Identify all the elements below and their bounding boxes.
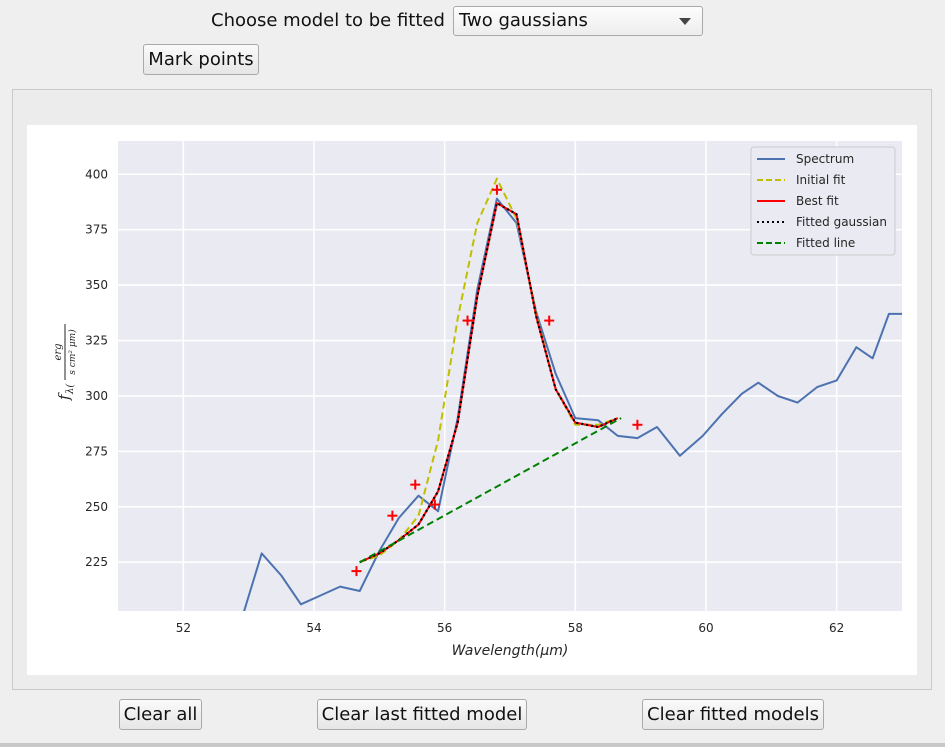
y-tick-label: 325 [85,334,108,348]
marked-point [387,510,398,521]
legend-label-fitted-line: Fitted line [796,236,855,250]
series-spectrum [243,197,902,611]
model-select-dropdown[interactable]: Two gaussians [453,6,703,36]
y-axis-label-denominator: s cm² μm) [67,329,78,375]
plot-series [243,177,902,611]
legend-label-initial-fit: Initial fit [796,173,846,187]
mark-points-button[interactable]: Mark points [143,44,259,75]
x-tick-label: 60 [698,621,713,635]
chevron-down-icon [679,18,691,25]
legend-label-fitted-gaussian: Fitted gaussian [796,215,887,229]
marked-point [491,184,502,195]
series-fitted-gaussian [359,201,619,564]
marked-point [544,315,555,326]
window-bottom-border [0,743,945,747]
clear-all-button[interactable]: Clear all [119,699,202,730]
clear-fitted-models-button[interactable]: Clear fitted models [642,699,824,730]
marked-point [429,499,440,510]
y-tick-label: 400 [85,167,108,181]
x-tick-label: 52 [176,621,191,635]
model-select-label: Choose model to be fitted [211,10,445,31]
marked-point [410,479,421,490]
y-axis-label-numerator: erg [53,343,64,360]
legend-label-spectrum: Spectrum [796,152,854,166]
marked-point [351,566,362,577]
y-tick-label: 350 [85,278,108,292]
y-tick-label: 225 [85,555,108,569]
y-axis-label-sub: λ( [65,383,76,395]
spectrum-chart: 52 54 56 58 60 62 225 250 275 300 325 350 375 400 Wav… [53,141,902,659]
x-tick-label: 62 [829,621,844,635]
x-tick-label: 58 [568,621,583,635]
axis-ticks: 52 54 56 58 60 62 225 250 275 300 325 350 375 400 [85,167,844,635]
legend-label-best-fit: Best fit [796,194,839,208]
y-tick-label: 375 [85,223,108,237]
x-tick-label: 54 [306,621,321,635]
y-tick-label: 250 [85,500,108,514]
model-select-value: Two gaussians [459,10,588,31]
x-axis-label: Wavelength(μm) [452,643,569,659]
y-axis-label-main: f [55,392,73,401]
marked-point [462,315,473,326]
series-fitted-line [359,417,622,564]
marked-point [632,419,643,430]
y-tick-label: 300 [85,389,108,403]
marked-points [351,184,643,577]
y-axis-label: f λ( erg s cm² μm) [53,324,78,401]
y-tick-label: 275 [85,444,108,458]
x-tick-label: 56 [437,621,452,635]
clear-last-fitted-model-button[interactable]: Clear last fitted model [317,699,527,730]
plot-figure: 52 54 56 58 60 62 225 250 275 300 325 350 375 400 Wav… [27,125,917,675]
chart-legend: Spectrum Initial fit Best fit Fitted gaussi… [750,146,896,256]
legend-box [750,146,896,256]
